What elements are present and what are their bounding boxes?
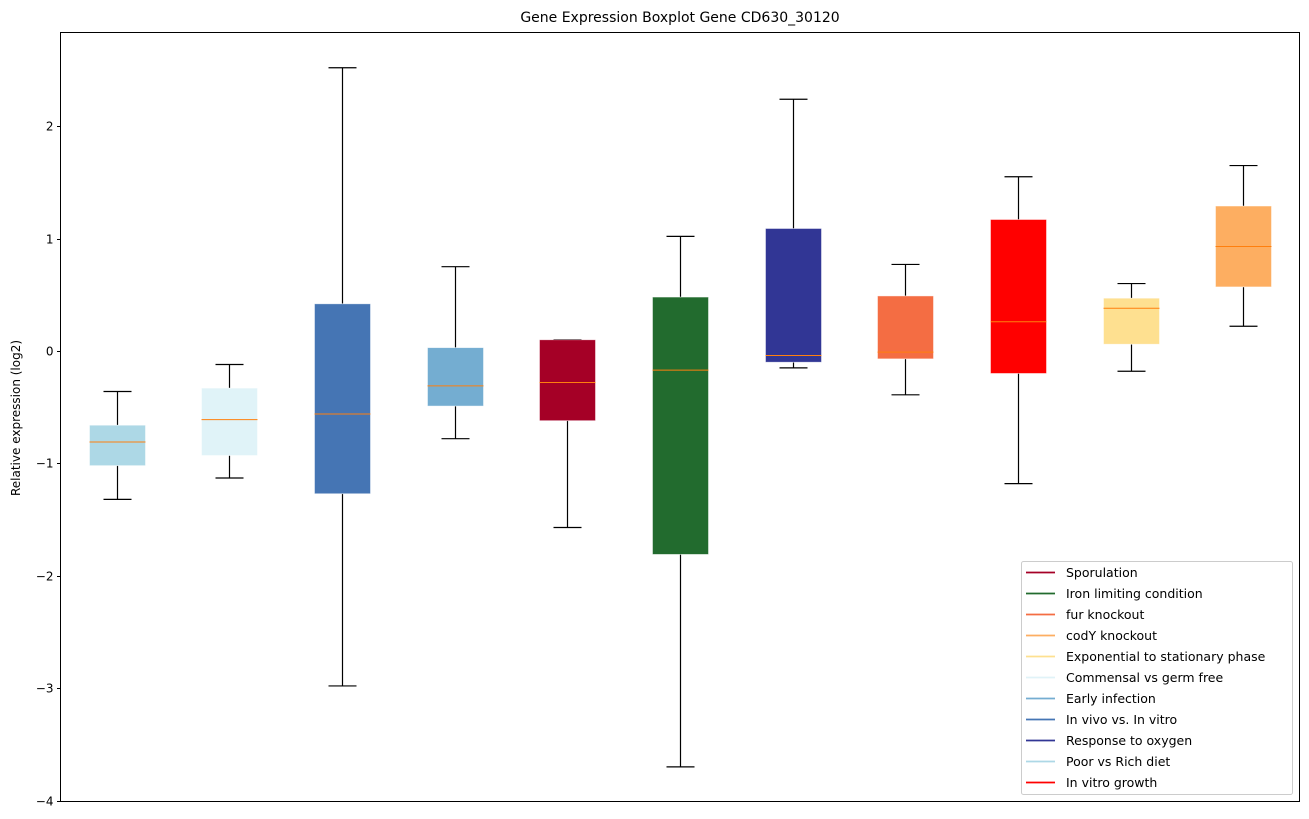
legend-label: In vivo vs. In vitro	[1066, 712, 1177, 727]
y-tick-label: −4	[36, 795, 54, 809]
chart-title: Gene Expression Boxplot Gene CD630_30120	[520, 10, 839, 26]
box-body	[990, 219, 1047, 374]
legend-label: Exponential to stationary phase	[1066, 649, 1266, 664]
box-1	[89, 390, 146, 500]
legend-item: Sporulation	[1026, 565, 1138, 580]
legend-item: Commensal vs germ free	[1026, 670, 1223, 685]
legend: Sporulation Iron limiting condition fur kn…	[1021, 561, 1293, 795]
legend-frame	[1021, 561, 1293, 795]
axes-frame	[60, 32, 1300, 802]
legend-label: fur knockout	[1066, 607, 1144, 622]
legend-label: Commensal vs germ free	[1066, 670, 1223, 685]
legend-label: Sporulation	[1066, 565, 1138, 580]
legend-label: Early infection	[1066, 691, 1156, 706]
box-body	[1103, 297, 1160, 345]
box-body	[427, 347, 484, 407]
box-body	[314, 303, 371, 495]
y-tick-label: 2	[46, 120, 54, 134]
box-2	[201, 363, 258, 479]
legend-item: Response to oxygen	[1026, 733, 1192, 748]
box-9	[990, 176, 1047, 485]
legend-label: In vitro growth	[1066, 775, 1157, 790]
legend-item: Iron limiting condition	[1026, 586, 1203, 601]
legend-item: Early infection	[1026, 691, 1156, 706]
box-8	[877, 263, 934, 396]
y-tick-label: 1	[46, 233, 54, 247]
legend-item: In vivo vs. In vitro	[1026, 712, 1177, 727]
legend-item: fur knockout	[1026, 607, 1144, 622]
y-axis-label: Relative expression (log2)	[9, 340, 23, 496]
y-tick-label: 0	[46, 345, 54, 359]
legend-item: Poor vs Rich diet	[1026, 754, 1170, 769]
box-body	[89, 424, 146, 467]
y-tick-label: −1	[36, 457, 54, 471]
legend-item: In vitro growth	[1026, 775, 1157, 790]
legend-label: codY knockout	[1066, 628, 1157, 643]
box-body	[765, 228, 822, 363]
box-3	[314, 67, 371, 687]
legend-item: Exponential to stationary phase	[1026, 649, 1266, 664]
legend-label: Poor vs Rich diet	[1066, 754, 1170, 769]
box-4	[427, 266, 484, 440]
y-tick-label: −2	[36, 570, 54, 584]
box-body	[652, 296, 709, 555]
y-axis-ticks: 2 1 0 −1 −2 −3 −4	[36, 120, 61, 809]
legend-label: Response to oxygen	[1066, 733, 1192, 748]
box-10	[1103, 282, 1160, 372]
legend-item: codY knockout	[1026, 628, 1157, 643]
box-7	[765, 98, 822, 369]
box-body	[539, 339, 596, 422]
box-5	[539, 339, 596, 529]
boxes-group	[89, 67, 1272, 768]
legend-label: Iron limiting condition	[1066, 586, 1203, 601]
box-body	[201, 387, 258, 456]
y-tick-label: −3	[36, 682, 54, 696]
box-6	[652, 235, 709, 768]
box-11	[1215, 164, 1272, 327]
box-body	[877, 295, 934, 360]
